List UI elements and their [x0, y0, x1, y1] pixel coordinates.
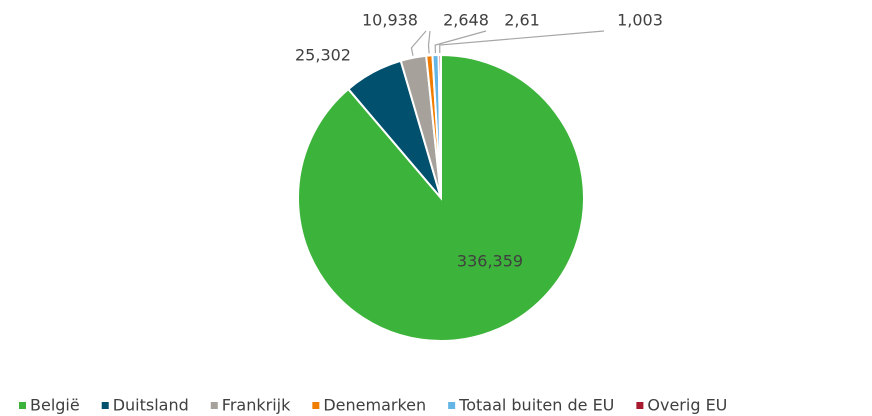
legend-marker	[448, 402, 456, 409]
data-label: 336,359	[457, 252, 523, 271]
legend-marker	[101, 402, 109, 409]
data-label: 2,648	[443, 11, 489, 30]
legend-label: Totaal buiten de EU	[458, 396, 614, 415]
legend-label: Duitsland	[113, 396, 189, 415]
leader-line	[427, 30, 431, 54]
legend-marker	[636, 402, 644, 409]
data-label: 2,61	[504, 11, 540, 30]
data-label: 1,003	[617, 11, 663, 30]
leader-line	[439, 30, 605, 54]
data-label: 25,302	[295, 46, 351, 65]
legend-label: Denemarken	[323, 396, 426, 415]
leader-line	[410, 30, 427, 56]
data-label: 10,938	[362, 11, 418, 30]
legend-label: België	[30, 396, 80, 415]
leader-line	[434, 30, 487, 54]
legend-label: Frankrijk	[222, 396, 291, 415]
legend-marker	[312, 402, 320, 409]
legend-label: Overig EU	[647, 396, 727, 415]
legend-marker	[210, 402, 218, 409]
legend-marker	[19, 402, 26, 409]
pie-slice	[437, 53, 442, 199]
